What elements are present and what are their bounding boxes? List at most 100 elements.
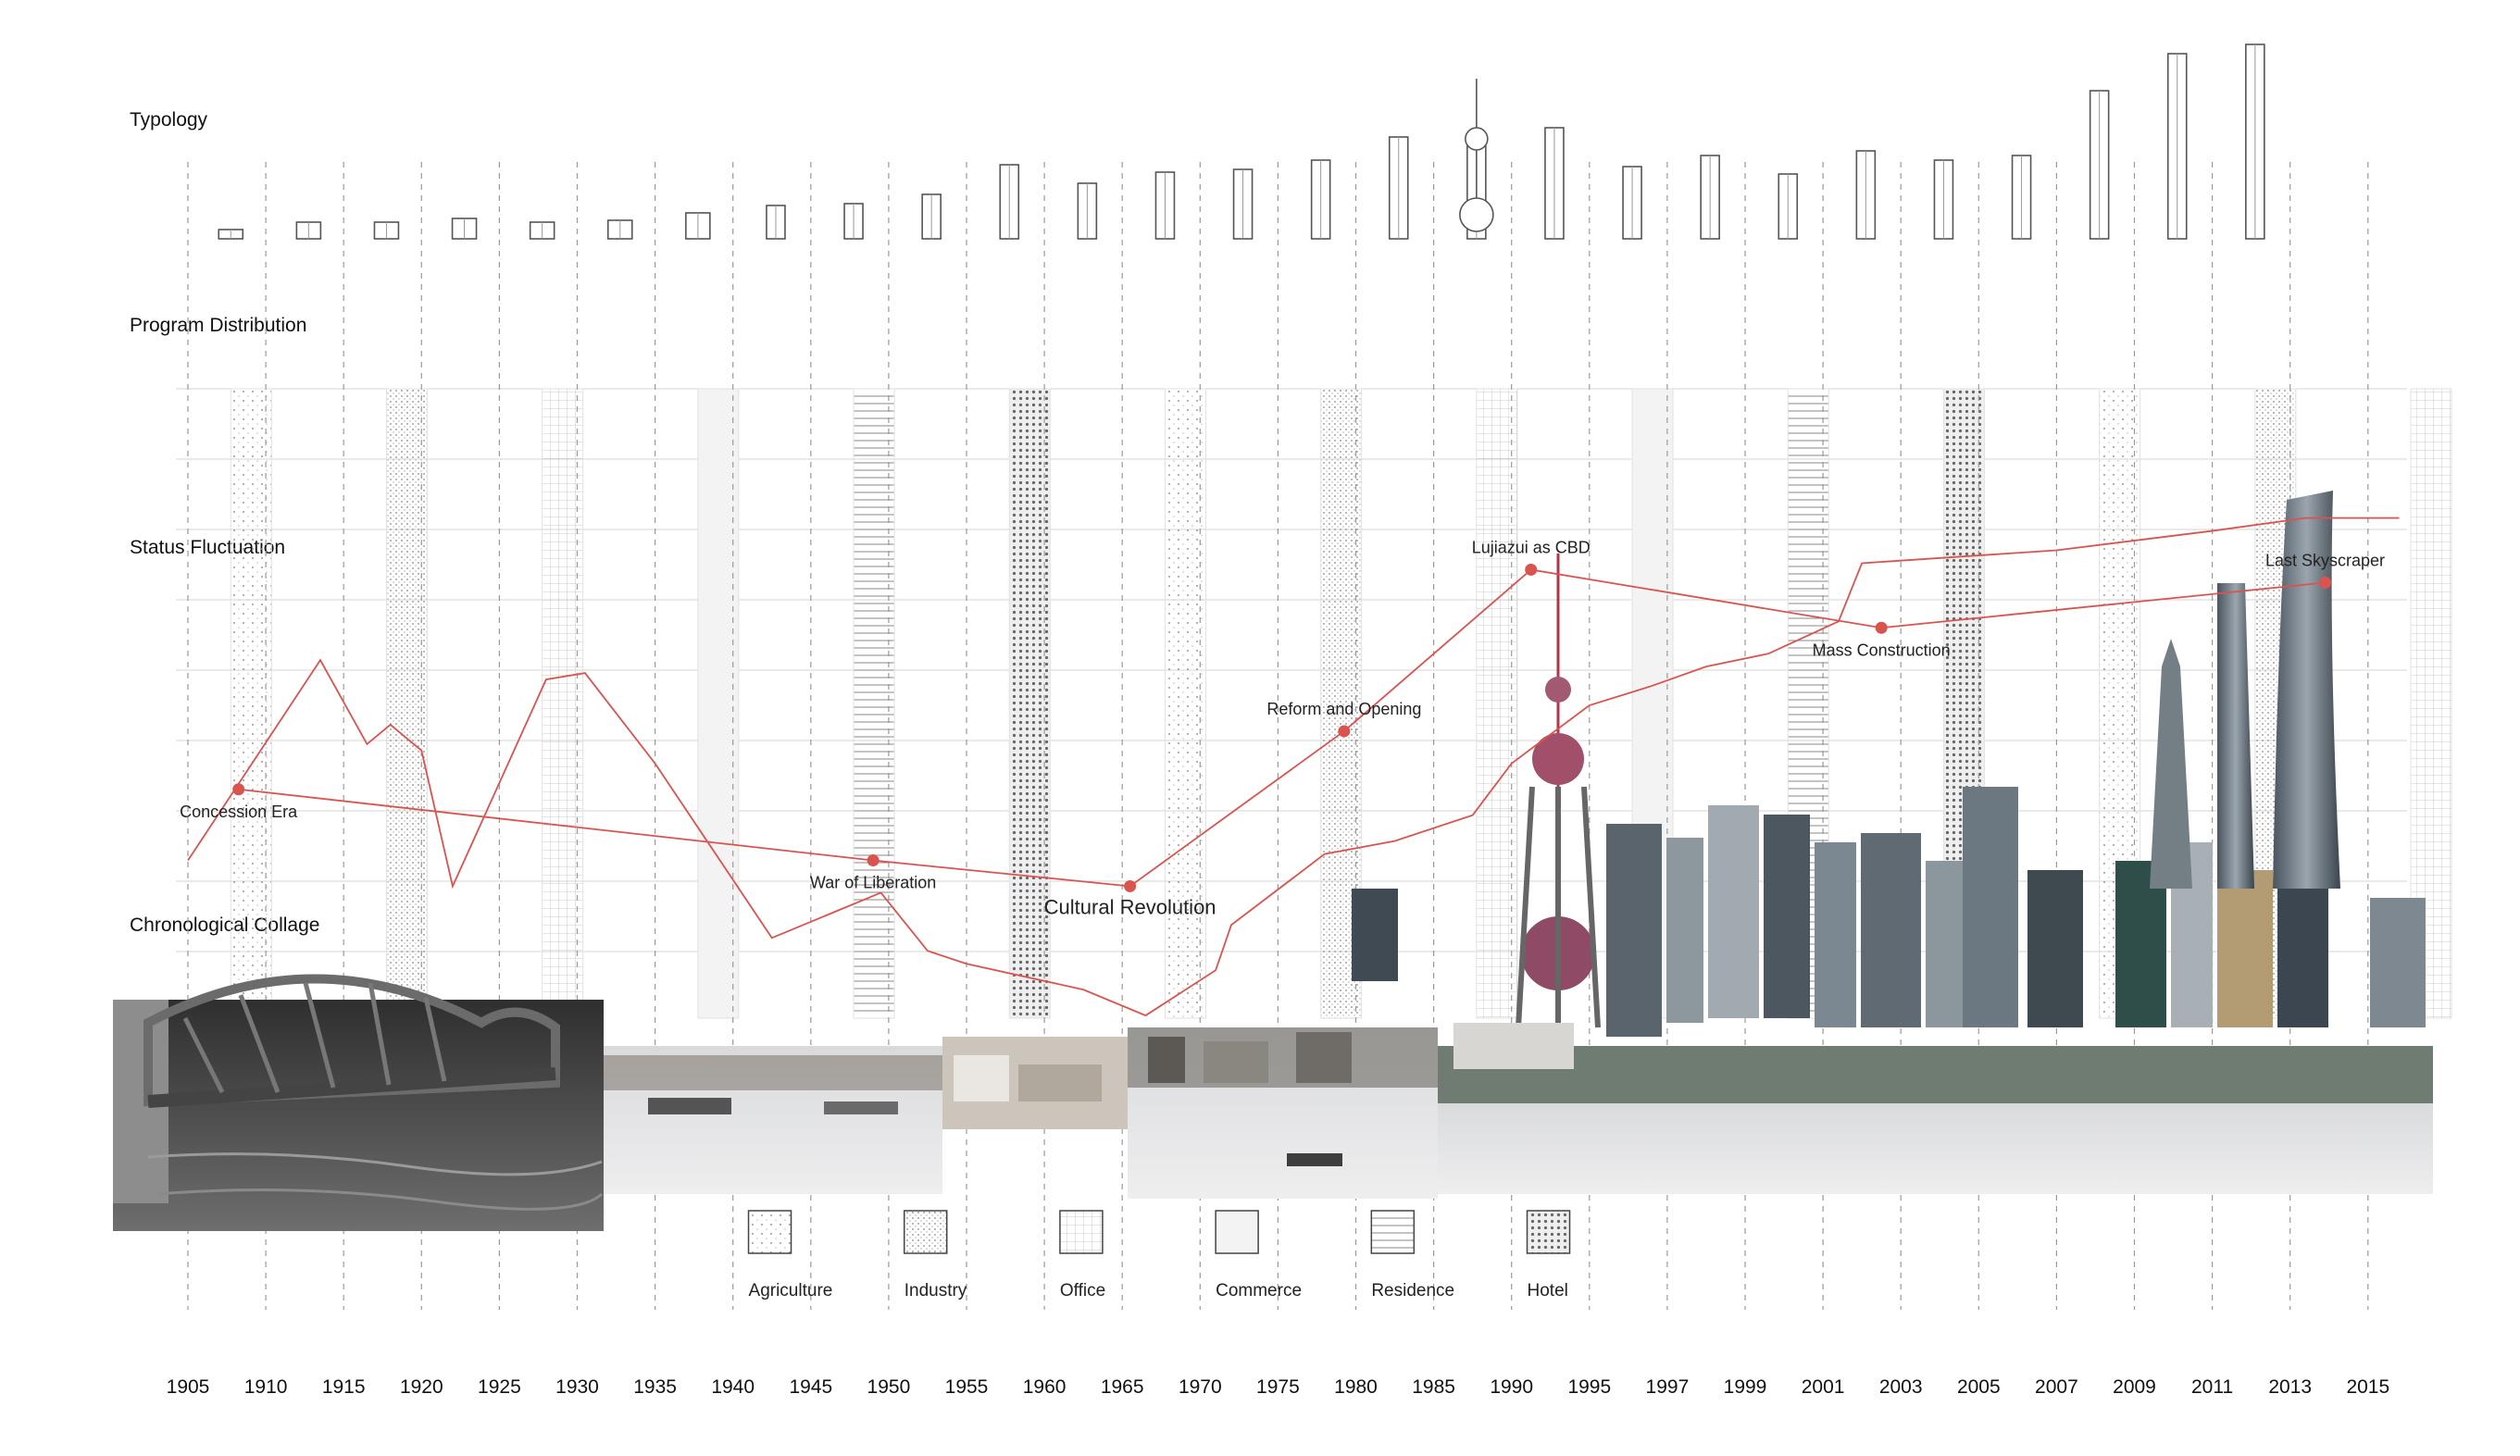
event-dot [1124, 879, 1137, 892]
year-label: 2001 [1802, 1376, 1845, 1398]
typology-building-icon [999, 164, 1020, 240]
event-marker: Cultural Revolution [1044, 879, 1216, 918]
year-label: 1920 [400, 1376, 443, 1398]
legend-label: Residence [1371, 1281, 1454, 1300]
typology-building-icon [843, 203, 864, 240]
legend-swatch [747, 1210, 792, 1254]
event-label: Concession Era [180, 803, 298, 821]
year-label: 1990 [1490, 1376, 1533, 1398]
legend-label: Industry [904, 1281, 967, 1300]
event-markers: Concession Era War of Liberation Cultural … [180, 538, 2385, 918]
legend-label: Hotel [1528, 1281, 1568, 1300]
program-bar [697, 388, 740, 1019]
program-bar [853, 388, 895, 1019]
typology-building-icon [1700, 155, 1720, 240]
typology-building-icon [218, 229, 244, 240]
event-label: Mass Construction [1813, 641, 1951, 659]
event-marker: Lujiazui as CBD [1472, 538, 1591, 576]
event-marker: Reform and Opening [1266, 700, 1421, 738]
riverside-photo [942, 1037, 1128, 1129]
program-legend: Agriculture Industry Office Commerce Residen… [747, 1210, 1571, 1300]
event-label: War of Liberation [810, 874, 936, 892]
event-dot [1338, 725, 1351, 738]
event-dot [867, 854, 880, 867]
year-label: 2003 [1879, 1376, 1923, 1398]
typology-building-icon [295, 221, 322, 240]
legend-swatch [1370, 1210, 1416, 1254]
year-label: 1980 [1334, 1376, 1378, 1398]
typology-building-icon [2245, 44, 2265, 240]
typology-building-icon [1544, 127, 1565, 240]
year-label: 1910 [244, 1376, 288, 1398]
typology-building-icon [606, 219, 633, 240]
typology-building-icon [1622, 166, 1642, 240]
year-label: 2005 [1957, 1376, 2001, 1398]
legend-item: Industry [903, 1210, 967, 1300]
year-label: 2015 [2346, 1376, 2389, 1398]
bridge-photo [113, 974, 604, 1231]
event-marker: Mass Construction [1813, 621, 1951, 659]
legend-item: Hotel [1526, 1210, 1571, 1300]
year-label: 1905 [167, 1376, 210, 1398]
year-label: 1999 [1724, 1376, 1767, 1398]
year-label: 1945 [789, 1376, 832, 1398]
year-label: 1950 [867, 1376, 911, 1398]
status-line-main [187, 516, 2400, 1017]
typology-row [218, 44, 2265, 240]
program-bar [385, 388, 428, 1019]
legend-swatch [903, 1210, 948, 1254]
year-label: 2009 [2113, 1376, 2156, 1398]
event-label: Last Skyscraper [2265, 551, 2385, 569]
legend-item: Agriculture [747, 1210, 833, 1300]
typology-building-icon [921, 193, 942, 240]
typology-building-icon [2089, 90, 2110, 240]
year-label: 2011 [2191, 1376, 2233, 1398]
section-label-collage: Chronological Collage [130, 915, 320, 936]
section-label-program: Program Distribution [130, 315, 307, 336]
typology-building-icon [766, 205, 786, 240]
typology-building-icon [529, 221, 555, 240]
year-label: 1970 [1179, 1376, 1222, 1398]
event-marker: Concession Era [180, 783, 298, 821]
year-label: 1930 [555, 1376, 599, 1398]
event-marker: Last Skyscraper [2265, 551, 2385, 589]
typology-building-icon [2011, 155, 2032, 240]
chronological-collage [113, 491, 2433, 1231]
program-bar [1164, 388, 1206, 1019]
event-marker: War of Liberation [810, 854, 936, 892]
legend-item: Commerce [1215, 1210, 1302, 1300]
legend-swatch [1059, 1210, 1104, 1254]
pudong-skyline-photo [1352, 491, 2433, 1194]
year-label: 1935 [633, 1376, 677, 1398]
typology-building-icon [1232, 168, 1254, 240]
legend-item: Office [1059, 1210, 1105, 1300]
year-label: 1975 [1256, 1376, 1300, 1398]
typology-building-icon [1077, 182, 1098, 240]
year-label: 1997 [1646, 1376, 1690, 1398]
year-label: 1960 [1023, 1376, 1067, 1398]
typology-building-icon [1855, 150, 1877, 240]
event-label: Lujiazui as CBD [1472, 538, 1591, 556]
legend-label: Agriculture [749, 1281, 833, 1300]
year-label: 1925 [478, 1376, 521, 1398]
year-label: 1915 [322, 1376, 366, 1398]
typology-building-icon [685, 212, 711, 240]
event-label: Reform and Opening [1266, 700, 1421, 718]
bund-photo [1128, 1027, 1438, 1199]
typology-building-icon [1778, 173, 1799, 240]
program-bar [542, 388, 584, 1019]
year-label: 1940 [711, 1376, 755, 1398]
event-dot [1525, 563, 1538, 576]
legend-label: Office [1060, 1281, 1105, 1300]
legend-swatch [1526, 1210, 1571, 1254]
section-label-typology: Typology [130, 109, 208, 131]
status-grid [176, 388, 2407, 952]
year-label: 2013 [2268, 1376, 2312, 1398]
program-bar [1008, 388, 1051, 1019]
event-dot [2319, 576, 2332, 589]
typology-building-icon [373, 221, 400, 240]
program-bar [230, 388, 272, 1019]
typology-building-icon [451, 218, 478, 240]
year-label: 1965 [1101, 1376, 1144, 1398]
